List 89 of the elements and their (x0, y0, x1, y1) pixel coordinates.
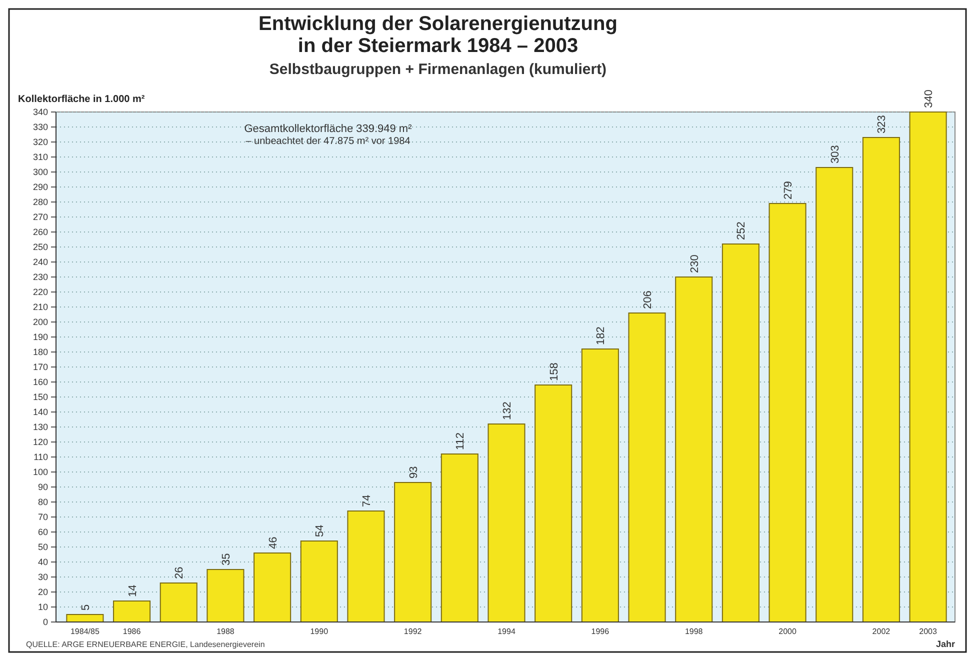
y-tick-label: 130 (32, 422, 48, 432)
bar (347, 510, 385, 622)
y-tick-label: 30 (38, 572, 48, 582)
y-tick-label: 310 (32, 152, 48, 162)
y-tick-label: 170 (32, 362, 48, 372)
x-tick-label: 2000 (778, 627, 797, 636)
y-tick-label: 280 (32, 197, 48, 208)
y-tick-label: 150 (32, 392, 48, 402)
y-tick-label: 160 (32, 377, 48, 388)
data-label: 340 (923, 90, 936, 108)
bar (534, 384, 572, 622)
x-tick-label: 1994 (498, 627, 516, 636)
y-tick-label: 240 (32, 257, 48, 268)
bar (254, 552, 292, 622)
y-tick-label: 80 (38, 497, 48, 508)
bar (722, 244, 760, 622)
bar (628, 312, 666, 622)
data-label: 323 (876, 115, 888, 134)
data-label: 54 (314, 524, 326, 537)
y-tick-label: 290 (32, 182, 48, 192)
y-axis-title: Kollektorfläche in 1.000 m² (18, 94, 146, 105)
chart-title: Entwicklung der Solarenergienutzung in der Steiermark 1984 – 2003 (258, 13, 618, 57)
y-tick-label: 190 (32, 332, 48, 342)
data-label: 46 (267, 536, 280, 549)
x-tick-label: 1984/85 (70, 627, 100, 636)
y-tick-label: 40 (38, 557, 48, 568)
x-tick-label: 1990 (310, 627, 329, 636)
data-label: 112 (454, 432, 467, 450)
y-tick-label: 330 (32, 122, 48, 132)
y-tick-label: 320 (32, 137, 48, 148)
y-tick-label: 120 (32, 437, 48, 448)
y-tick-label: 230 (32, 272, 48, 282)
y-tick-label: 70 (38, 512, 48, 522)
y-tick-label: 220 (32, 287, 48, 298)
data-label: 132 (502, 402, 514, 420)
y-tick-label: 260 (32, 227, 48, 238)
bar (581, 348, 619, 622)
y-tick-label: 200 (32, 317, 48, 328)
data-label: 35 (220, 553, 232, 566)
data-label: 158 (548, 362, 560, 381)
y-tick-label: 10 (38, 602, 48, 612)
bar (300, 540, 338, 622)
bar (816, 167, 854, 622)
y-tick-label: 250 (32, 242, 48, 252)
data-label: 252 (736, 222, 748, 240)
y-tick-label: 60 (38, 527, 48, 538)
x-tick-label: 1988 (216, 627, 235, 636)
data-label: 182 (595, 326, 608, 345)
x-tick-label: 1986 (122, 627, 142, 636)
bar (675, 276, 713, 622)
y-tick-label: 0 (42, 617, 48, 628)
annotation: Gesamtkollektorfläche 339.949 m² – unbeachtet der 47.875 m² vor 1984 (244, 123, 412, 147)
x-tick-label: 1998 (684, 627, 704, 636)
y-tick-label: 90 (38, 482, 48, 492)
y-tick-label: 300 (32, 167, 48, 178)
data-label: 74 (360, 494, 373, 507)
bar (440, 454, 478, 622)
source-note: QUELLE: ARGE ERNEUERBARE ENERGIE, Landesenergieverein (26, 640, 265, 649)
y-tick-label: 140 (32, 407, 48, 418)
data-label: 279 (782, 181, 795, 200)
y-tick-label: 20 (38, 587, 48, 598)
data-label: 230 (688, 254, 701, 273)
bar (862, 137, 900, 622)
x-tick-label: 2002 (872, 627, 891, 636)
bar (206, 569, 244, 622)
bar (113, 600, 151, 622)
bar (160, 582, 198, 622)
chart-subtitle: Selbstbaugruppen + Firmenanlagen (kumuliert) (269, 61, 607, 78)
data-label: 303 (829, 145, 842, 164)
bar (394, 482, 432, 622)
data-label: 5 (80, 604, 92, 610)
data-label: 14 (126, 584, 139, 597)
x-axis-title: Jahr (936, 639, 956, 649)
y-tick-label: 340 (32, 107, 48, 118)
y-tick-label: 180 (32, 347, 48, 358)
x-tick-label: 1996 (591, 627, 610, 636)
data-label: 93 (408, 466, 420, 478)
y-tick-label: 100 (32, 467, 48, 478)
data-label: 26 (174, 566, 186, 579)
bar (488, 424, 526, 622)
x-tick-label: 2003 (919, 627, 938, 636)
y-tick-label: 270 (32, 212, 48, 222)
y-tick-label: 50 (38, 542, 48, 552)
x-tick-label: 1992 (404, 627, 422, 636)
data-label: 206 (642, 290, 654, 309)
y-tick-label: 110 (34, 452, 48, 462)
y-tick-label: 210 (32, 302, 48, 312)
bar (768, 203, 806, 622)
bar (909, 112, 947, 622)
